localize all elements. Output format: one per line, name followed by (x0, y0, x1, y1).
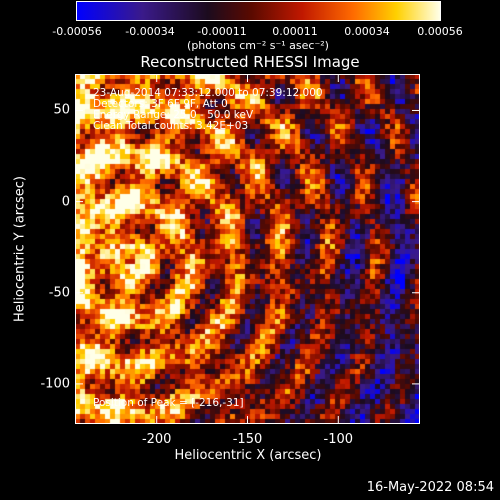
annotation-clean-counts: Clean Total counts: 3.42E+03 (93, 120, 249, 132)
chart-title: Reconstructed RHESSI Image (140, 53, 360, 71)
plot-timestamp: 16-May-2022 08:54 (366, 480, 494, 495)
annotation-detectors: Detectors: 3F 6F 9F, Att 0 (93, 98, 228, 110)
colorbar-tick: -0.00056 (52, 25, 102, 38)
x-tick-label: -100 (323, 432, 354, 447)
y-axis-label: Heliocentric Y (arcsec) (12, 176, 28, 322)
colorbar-tick: 0.00011 (272, 25, 318, 38)
colorbar-gradient (77, 2, 440, 20)
axis-ticks (75, 74, 420, 424)
x-axis-label: Heliocentric X (arcsec) (174, 448, 322, 463)
y-tick-label: 0 (61, 194, 70, 210)
colorbar-tick: -0.00011 (197, 25, 247, 38)
colorbar (76, 1, 441, 21)
annotation-time-range: 23-Aug-2014 07:33:12.000 to 07:39:12.000 (93, 87, 323, 99)
colorbar-tick: 0.00034 (344, 25, 390, 38)
colorbar-unit-label: (photons cm⁻² s⁻¹ asec⁻²) (187, 39, 329, 52)
x-tick-label: -150 (232, 432, 263, 447)
colorbar-tick: 0.00056 (417, 25, 463, 38)
y-tick-label: 50 (53, 102, 70, 118)
y-tick-label: -100 (40, 376, 70, 392)
heatmap-image (75, 74, 420, 424)
annotation-energy-range: Energy Range: 25.0 - 50.0 keV (93, 109, 254, 121)
y-tick-label: -50 (48, 285, 70, 301)
annotation-peak-position: Position of Peak = [-216,-31] (93, 397, 244, 409)
colorbar-tick: -0.00034 (125, 25, 175, 38)
x-tick-label: -200 (141, 432, 172, 447)
